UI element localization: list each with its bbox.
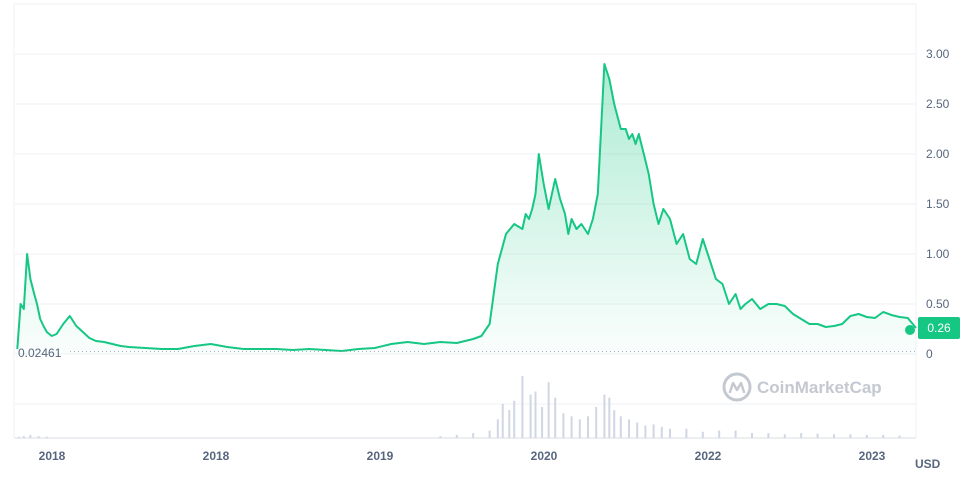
coinmarketcap-watermark: CoinMarketCap xyxy=(722,372,882,402)
volume-bar xyxy=(547,382,550,438)
price-line xyxy=(16,63,917,352)
y-tick-label: 2.50 xyxy=(926,97,950,111)
volume-bar xyxy=(718,430,721,438)
volume-bar xyxy=(849,434,852,438)
volume-bar xyxy=(501,403,504,438)
x-tick-label: 2023 xyxy=(859,449,886,463)
volume-bar xyxy=(669,428,671,438)
volume-bar xyxy=(619,416,622,438)
current-price-badge: 0.26 xyxy=(918,317,960,339)
y-tick-label: 1.00 xyxy=(926,247,950,261)
volume-bar xyxy=(455,434,458,438)
y-tick-label: 3.00 xyxy=(926,47,950,61)
volume-bar xyxy=(628,419,630,438)
volume-bar xyxy=(636,422,639,438)
watermark-text: CoinMarketCap xyxy=(757,378,882,397)
x-tick-label: 2018 xyxy=(203,449,230,463)
volume-bar xyxy=(833,434,835,438)
volume-bar xyxy=(660,426,663,438)
volume-bar xyxy=(37,436,40,438)
volume-bar xyxy=(734,430,737,438)
x-tick-label: 2020 xyxy=(531,449,558,463)
volume-bar xyxy=(603,394,606,438)
volume-bar xyxy=(652,424,655,438)
volume-bar xyxy=(578,419,581,438)
volume-bar xyxy=(608,397,611,438)
price-area xyxy=(17,64,916,354)
grid-layer xyxy=(13,3,917,439)
volume-bar xyxy=(554,397,557,438)
y-axis: 3.00 2.50 2.00 1.50 1.00 0.50 0 xyxy=(926,47,950,361)
volume-bar xyxy=(767,433,770,438)
x-tick-label: 2019 xyxy=(367,449,394,463)
x-axis: 2018 2018 2019 2020 2022 2023 xyxy=(39,449,886,463)
volume-bar xyxy=(529,394,532,438)
volume-bar xyxy=(595,407,598,438)
volume-bar xyxy=(800,433,803,438)
volume-bar xyxy=(882,434,885,438)
volume-bar xyxy=(587,416,589,438)
volume-bar xyxy=(865,434,868,438)
volume-bar xyxy=(751,433,753,438)
volume-bar xyxy=(513,400,516,438)
volume-bar xyxy=(701,431,704,438)
area-layer xyxy=(17,64,916,354)
volume-bar xyxy=(472,433,475,438)
y-tick-label: 0.50 xyxy=(926,297,950,311)
volume-bar xyxy=(29,434,32,438)
volume-bar xyxy=(783,434,786,438)
volume-bar xyxy=(508,410,511,438)
baseline-label: 0.02461 xyxy=(18,346,62,360)
volume-bar xyxy=(570,416,573,438)
volume-bar xyxy=(644,425,647,438)
x-tick-label: 2018 xyxy=(39,449,66,463)
coinmarketcap-logo-icon xyxy=(722,372,752,402)
volume-bar xyxy=(816,433,819,438)
volume-bar xyxy=(521,376,524,438)
volume-layer xyxy=(17,376,901,438)
volume-bar xyxy=(22,436,25,438)
volume-bar xyxy=(45,436,48,438)
current-price-badge-bg xyxy=(918,317,960,339)
volume-bar xyxy=(685,428,688,438)
volume-bar xyxy=(488,430,491,438)
line-layer xyxy=(16,63,917,352)
volume-bar xyxy=(541,407,544,438)
x-tick-label: 2022 xyxy=(695,449,722,463)
current-price-label: 0.26 xyxy=(927,321,951,335)
volume-bar xyxy=(439,436,442,438)
y-tick-label: 1.50 xyxy=(926,197,950,211)
volume-bar xyxy=(496,419,499,438)
volume-bar xyxy=(613,410,616,438)
current-price-dot xyxy=(905,325,915,335)
y-tick-label: 0 xyxy=(926,347,933,361)
volume-bar xyxy=(898,435,901,438)
currency-label: USD xyxy=(915,457,941,471)
volume-bar xyxy=(562,413,565,438)
y-tick-label: 2.00 xyxy=(926,147,950,161)
volume-bar xyxy=(534,391,537,438)
volume-bar xyxy=(17,436,20,438)
